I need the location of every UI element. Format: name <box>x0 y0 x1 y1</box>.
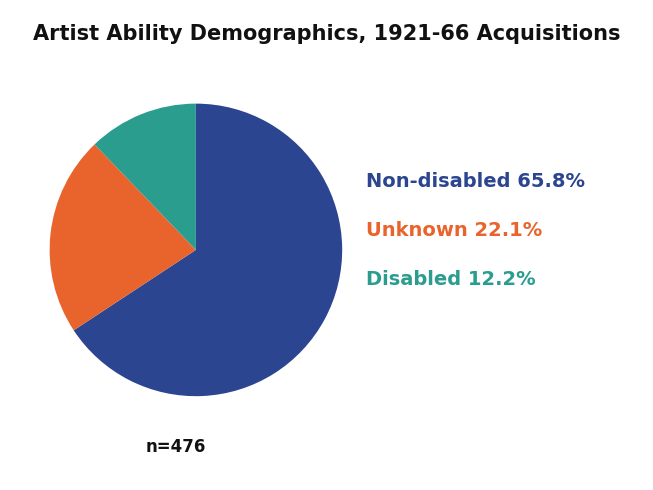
Wedge shape <box>95 103 196 250</box>
Text: Disabled 12.2%: Disabled 12.2% <box>366 270 535 289</box>
Text: n=476: n=476 <box>146 438 206 456</box>
Text: Artist Ability Demographics, 1921-66 Acquisitions: Artist Ability Demographics, 1921-66 Acq… <box>33 24 620 45</box>
Text: Non-disabled 65.8%: Non-disabled 65.8% <box>366 172 584 191</box>
Wedge shape <box>74 103 342 396</box>
Text: Unknown 22.1%: Unknown 22.1% <box>366 221 542 240</box>
Wedge shape <box>50 145 196 330</box>
